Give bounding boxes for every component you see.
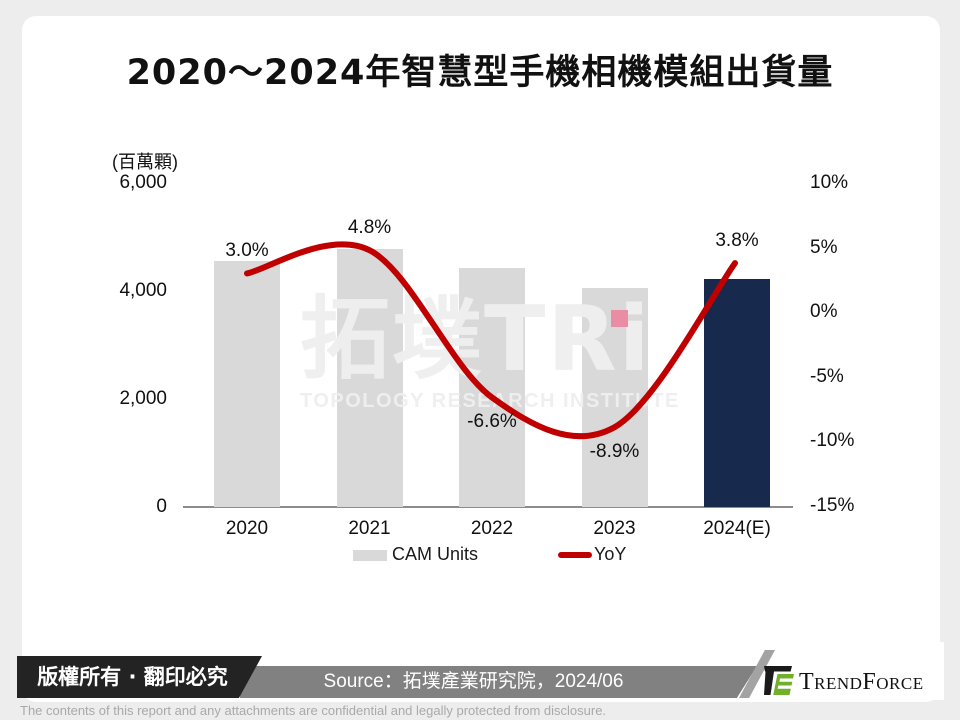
bar-2021 — [336, 248, 403, 507]
x-axis-label: 2022 — [470, 518, 514, 539]
left-axis-tick: 4,000 — [119, 280, 167, 301]
bar-2020 — [214, 261, 280, 507]
copyright-text: 版權所有 · 翻印必究 — [37, 665, 228, 689]
legend-cam-units-label: CAM Units — [392, 544, 479, 564]
right-axis-tick: 0% — [810, 301, 838, 323]
yoy-data-label: -8.9% — [589, 441, 640, 463]
right-axis-tick: 5% — [810, 236, 838, 258]
trendforce-logo-icon — [764, 666, 794, 696]
legend-cam-units-swatch — [353, 550, 387, 561]
right-axis-tick: -5% — [810, 365, 844, 387]
left-axis-tick: 6,000 — [119, 172, 167, 193]
bar-2024(E) — [704, 279, 770, 507]
x-axis-label: 2024(E) — [703, 518, 771, 539]
watermark-i-dot — [611, 310, 628, 327]
source-bar: Source：拓墣產業研究院，2024/06 — [240, 666, 757, 698]
copyright-ribbon: 版權所有 · 翻印必究 — [17, 656, 262, 698]
x-axis-label: 2023 — [593, 518, 636, 539]
yoy-data-label: -6.6% — [467, 411, 517, 433]
source-text: Source：拓墣產業研究院，2024/06 — [323, 671, 624, 692]
left-axis-unit-label: (百萬顆) — [112, 152, 178, 172]
right-axis-tick: 10% — [810, 172, 849, 193]
x-axis-label: 2020 — [225, 518, 269, 539]
right-axis-tick: -10% — [810, 430, 855, 452]
yoy-data-label: 3.8% — [715, 230, 759, 252]
bar-2022 — [459, 267, 525, 507]
x-axis-line — [183, 506, 793, 508]
legend-yoy-label: YoY — [594, 544, 627, 564]
disclaimer-text: The contents of this report and any atta… — [20, 703, 607, 718]
yoy-data-label: 3.0% — [225, 240, 269, 262]
left-axis-tick: 2,000 — [119, 388, 167, 409]
right-axis-tick: -15% — [810, 495, 855, 516]
chart-title: 2020～2024年智慧型手機相機模組出貨量 — [126, 53, 834, 93]
yoy-data-label: 4.8% — [347, 217, 392, 239]
legend-yoy-swatch — [558, 552, 592, 558]
left-axis-tick: 0 — [156, 496, 167, 517]
brand-name: TrendForce — [799, 669, 924, 695]
x-axis-label: 2021 — [348, 518, 391, 539]
